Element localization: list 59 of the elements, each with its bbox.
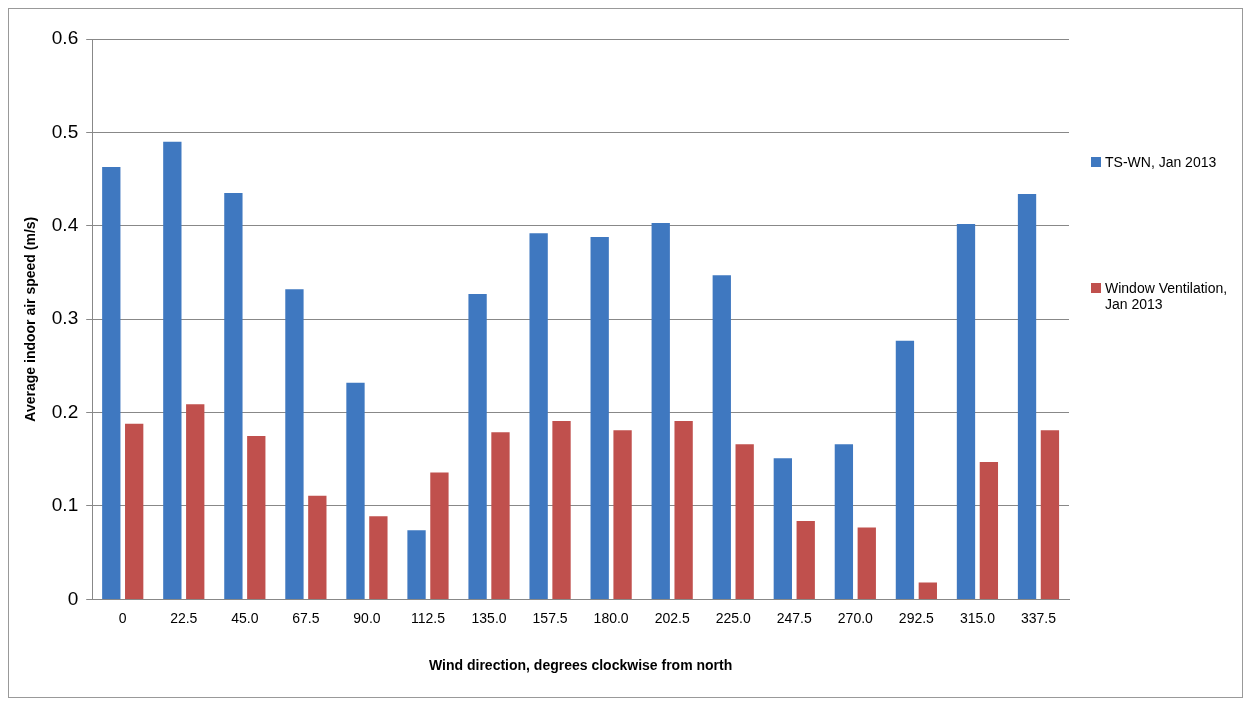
bar <box>590 237 609 599</box>
bar <box>979 462 999 599</box>
x-tick-label: 292.5 <box>898 609 935 626</box>
bar <box>956 223 976 599</box>
bar <box>529 233 548 599</box>
x-tick-label: 315.0 <box>959 609 996 626</box>
bar <box>468 293 487 599</box>
x-tick-label: 0 <box>118 609 127 626</box>
bar <box>346 382 365 599</box>
bar <box>491 432 510 599</box>
bar <box>834 444 854 599</box>
bar <box>613 430 632 599</box>
x-tick-label: 270.0 <box>837 609 874 626</box>
bar <box>125 423 144 599</box>
x-tick-label: 67.5 <box>292 609 320 626</box>
x-tick-label: 45.0 <box>231 609 259 626</box>
x-tick-label: 157.5 <box>532 609 568 626</box>
bar <box>407 530 426 599</box>
bar <box>430 472 449 599</box>
x-tick-label: 247.5 <box>776 609 812 626</box>
y-tick-label: 0.5 <box>51 120 79 142</box>
bar <box>247 435 266 599</box>
y-tick-label: 0.6 <box>51 27 79 49</box>
legend-label: Window Ventilation, Jan 2013 <box>1105 280 1229 312</box>
legend-label: TS-WN, Jan 2013 <box>1105 154 1217 170</box>
y-tick-label: 0.2 <box>51 400 79 422</box>
bar <box>369 516 388 599</box>
bar <box>796 520 815 599</box>
bar <box>224 193 243 599</box>
x-tick-label: 22.5 <box>170 609 198 626</box>
y-tick-label: 0.3 <box>51 307 79 329</box>
bar <box>1040 430 1060 599</box>
bar <box>1017 194 1037 599</box>
bar <box>857 527 876 599</box>
bar <box>918 582 937 599</box>
x-tick-label: 337.5 <box>1020 609 1057 626</box>
bar <box>186 404 205 599</box>
bar <box>285 289 304 599</box>
x-tick-label: 202.5 <box>654 609 690 626</box>
bar <box>102 166 121 599</box>
x-tick-label: 180.0 <box>593 609 629 626</box>
x-tick-label: 112.5 <box>410 609 446 626</box>
bar <box>552 421 571 599</box>
bar <box>163 141 182 599</box>
x-tick-label: 225.0 <box>715 609 751 626</box>
bar <box>735 444 754 599</box>
y-tick-label: 0.1 <box>51 494 79 516</box>
bar <box>712 275 731 599</box>
bar <box>674 421 693 599</box>
bar <box>308 495 327 599</box>
y-tick-label: 0.4 <box>51 214 79 236</box>
y-axis-title: Average indoor air speed (m/s) <box>22 216 39 422</box>
x-tick-label: 90.0 <box>353 609 381 626</box>
bar <box>651 223 670 599</box>
y-tick-label: 0 <box>67 587 79 609</box>
x-axis-title: Wind direction, degrees clockwise from north <box>428 657 733 674</box>
x-tick-label: 135.0 <box>471 609 507 626</box>
bar <box>895 340 915 599</box>
bar <box>773 458 792 599</box>
